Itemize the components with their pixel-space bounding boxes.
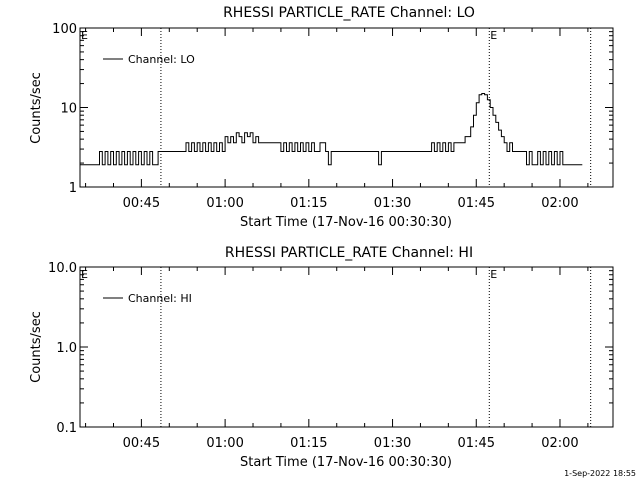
lo-y-tick-label: 10 [60, 102, 77, 117]
lo-y-tick-label: 1 [69, 181, 77, 196]
lo-y-axis-label: Counts/sec [29, 72, 44, 144]
lo-x-tick-label: 01:00 [206, 196, 243, 211]
lo-x-tick-label: 01:45 [458, 196, 495, 211]
lo-edge-marker-label: E [81, 29, 88, 42]
lo-x-tick-label: 02:00 [541, 196, 578, 211]
lo-panel-title: RHESSI PARTICLE_RATE Channel: LO [223, 5, 475, 21]
hi-plot-frame [79, 266, 614, 428]
hi-x-tick-label: 01:15 [290, 436, 327, 451]
lo-x-tick-label: 01:15 [290, 196, 327, 211]
hi-x-tick-label: 00:45 [123, 436, 160, 451]
hi-x-tick-label: 01:30 [374, 436, 411, 451]
hi-channel-panel: RHESSI PARTICLE_RATE Channel: HI Start T… [29, 245, 614, 470]
hi-x-tick-label: 02:00 [541, 436, 578, 451]
lo-legend-label: Channel: LO [128, 53, 195, 66]
lo-plot-frame [79, 27, 614, 188]
hi-x-axis-label: Start Time (17-Nov-16 00:30:30) [240, 455, 452, 470]
hi-y-axis-label: Counts/sec [29, 311, 44, 383]
lo-channel-panel: RHESSI PARTICLE_RATE Channel: LO Start T… [29, 5, 614, 230]
lo-x-tick-label: 00:45 [123, 196, 160, 211]
lo-event-marker-label: E [490, 29, 497, 42]
lo-series-line [80, 93, 583, 166]
hi-event-marker-label: E [490, 268, 497, 281]
hi-panel-title: RHESSI PARTICLE_RATE Channel: HI [225, 245, 473, 261]
lo-x-tick-label: 01:30 [374, 196, 411, 211]
hi-x-tick-label: 01:00 [206, 436, 243, 451]
hi-y-tick-label: 0.1 [56, 421, 77, 436]
hi-y-tick-label: 1.0 [56, 341, 77, 356]
hi-edge-marker-label: E [81, 268, 88, 281]
hi-legend-label: Channel: HI [128, 292, 192, 305]
generation-timestamp: 1-Sep-2022 18:55 [564, 469, 636, 478]
lo-y-tick-label: 100 [52, 22, 77, 37]
lo-x-axis-label: Start Time (17-Nov-16 00:30:30) [240, 215, 452, 230]
hi-x-tick-label: 01:45 [458, 436, 495, 451]
hi-y-tick-label: 10.0 [48, 261, 77, 276]
